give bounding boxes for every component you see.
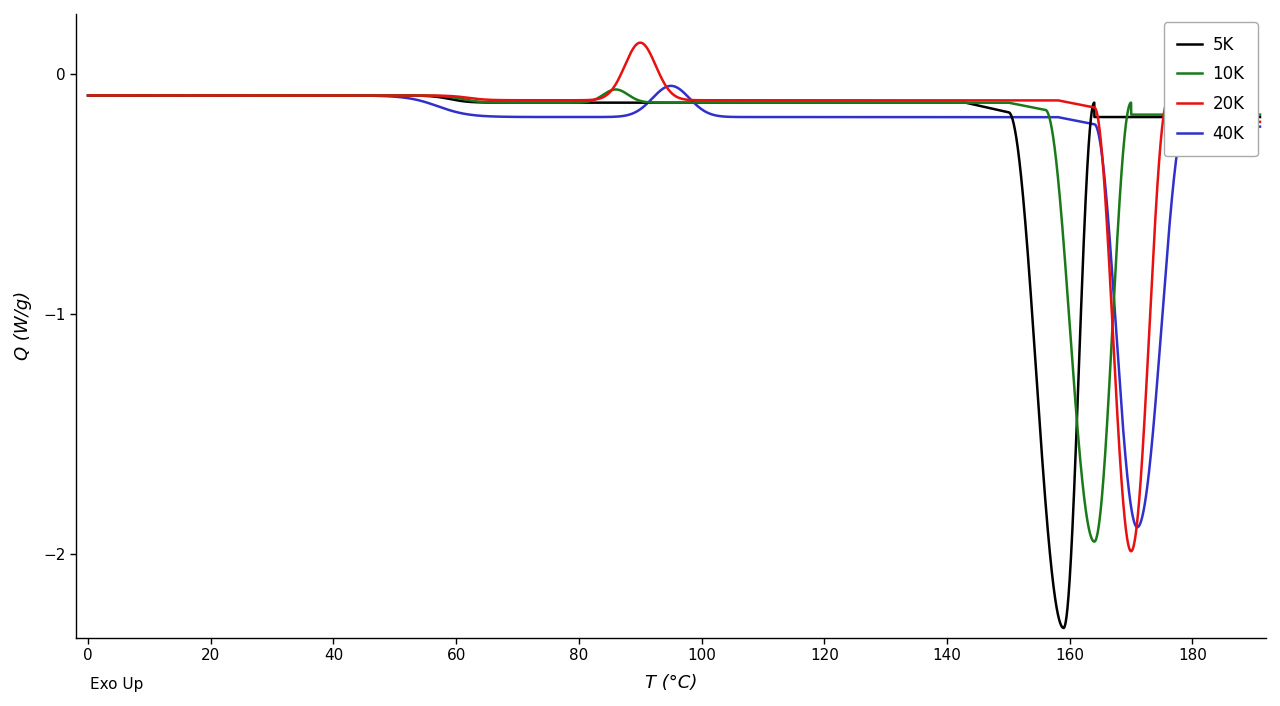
40K — [826, 113, 841, 121]
40K — [774, 113, 790, 121]
10K — [1012, 100, 1028, 109]
10K — [950, 98, 965, 107]
10K — [826, 98, 841, 107]
Line: 20K: 20K — [88, 42, 1260, 551]
10K — [608, 85, 623, 94]
5K — [504, 98, 520, 107]
40K — [1129, 523, 1144, 532]
Y-axis label: Q (W/g): Q (W/g) — [14, 291, 32, 360]
10K — [1087, 537, 1102, 546]
10K — [774, 98, 790, 107]
20K — [140, 91, 155, 100]
20K — [826, 96, 841, 104]
40K — [140, 91, 155, 100]
5K — [1011, 157, 1027, 165]
5K — [81, 91, 96, 100]
40K — [504, 113, 520, 121]
20K — [1124, 547, 1139, 556]
Line: 10K: 10K — [88, 90, 1260, 542]
5K — [824, 98, 840, 107]
20K — [1252, 118, 1267, 126]
40K — [663, 82, 678, 90]
5K — [774, 98, 790, 107]
20K — [1012, 96, 1028, 104]
5K — [1056, 624, 1071, 633]
20K — [774, 96, 790, 104]
40K — [81, 91, 96, 100]
10K — [81, 91, 96, 100]
Legend: 5K, 10K, 20K, 40K: 5K, 10K, 20K, 40K — [1164, 22, 1258, 156]
20K — [504, 96, 520, 104]
Line: 40K: 40K — [88, 86, 1260, 527]
10K — [1252, 110, 1267, 119]
20K — [81, 91, 96, 100]
20K — [950, 96, 965, 104]
Text: Exo Up: Exo Up — [90, 677, 143, 692]
5K — [140, 91, 155, 100]
40K — [1012, 113, 1028, 121]
40K — [1252, 122, 1267, 131]
40K — [950, 113, 965, 121]
Line: 5K: 5K — [88, 95, 1260, 628]
20K — [632, 38, 648, 47]
10K — [504, 98, 520, 107]
5K — [1252, 113, 1267, 121]
5K — [950, 98, 965, 107]
X-axis label: T (°C): T (°C) — [645, 674, 698, 692]
10K — [140, 91, 155, 100]
